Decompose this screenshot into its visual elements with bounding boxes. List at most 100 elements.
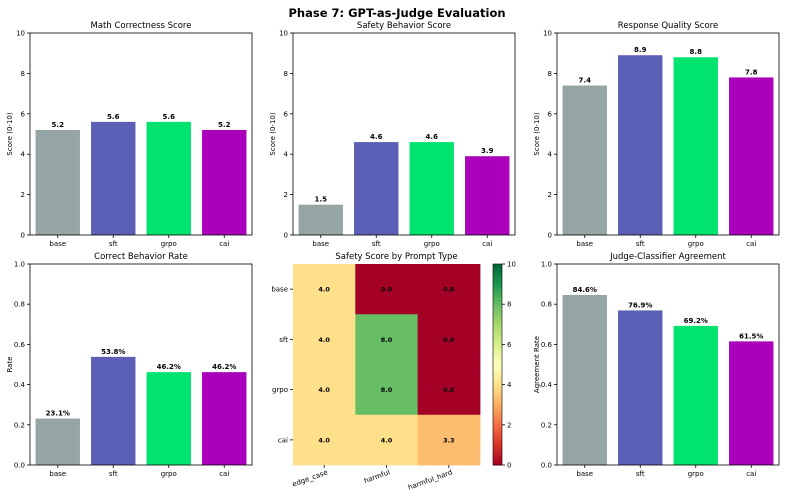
heatmap-cell-label: 3.3 [443,436,455,444]
chart-title: Correct Behavior Rate [94,252,188,262]
y-axis-label: Score (0-10) [6,112,14,155]
colorbar-segment [493,337,502,342]
bar-cai [465,156,510,235]
chart-panel-3: Correct Behavior Rate 0.0 0.2 0.4 0.6 0.8 1.0 R… [6,252,253,478]
x-tick-label: cai [482,240,492,248]
bar-cai [729,77,774,235]
colorbar-segment [493,334,502,339]
bar-cai [202,129,247,235]
bar-base [562,294,607,465]
chart-title: Safety Score by Prompt Type [335,252,457,262]
y-axis-label: Agreement Rate [533,336,541,393]
bar-sft [354,142,399,235]
bar-value-label: 8.9 [634,46,647,54]
heatmap-cell [293,364,356,416]
colorbar-tick-label: 0 [507,462,511,470]
colorbar-segment [493,434,502,439]
y-tick-label: 1.0 [541,261,552,269]
x-tick-label: grpo [688,240,704,248]
bar-base [298,204,343,235]
axes-frame [556,32,780,236]
y-tick-label: sft [279,336,288,344]
y-tick-label: 2 [21,191,25,199]
y-tick-label: 10 [543,30,552,38]
colorbar-segment [493,267,502,272]
y-axis-label: Score (0-10) [269,112,277,155]
colorbar-tick-label: 10 [507,261,516,269]
colorbar-segment [493,300,502,305]
colorbar-segment [493,367,502,372]
x-tick-label: base [312,240,329,248]
y-axis-label: Rate [6,356,14,372]
y-tick-label: 8 [21,70,25,78]
heatmap-cell-label: 0.0 [381,286,393,294]
colorbar-segment [493,277,502,282]
bar-base [35,129,80,235]
y-tick-label: 0.6 [541,341,553,349]
colorbar-segment [493,398,502,402]
colorbar-segment [493,294,502,298]
colorbar-tick-label: 6 [507,341,512,349]
colorbar-segment [493,404,502,409]
axes-frame [556,263,780,466]
colorbar-tick-label: 2 [507,421,511,429]
heatmap-cell [293,314,356,365]
colorbar-segment [493,448,502,453]
heatmap-cell [355,364,419,416]
colorbar-segment [493,451,502,456]
y-tick-label: 1.0 [14,261,25,269]
bar-value-label: 76.9% [628,301,652,309]
colorbar-segment [493,280,502,285]
bar-sft [618,310,663,465]
colorbar-segment [493,290,502,295]
colorbar-segment [493,421,502,426]
colorbar-segment [493,387,502,392]
colorbar-tick-label: 8 [507,301,511,309]
y-tick-label: 0.0 [541,462,552,470]
bar-value-label: 53.8% [101,348,125,356]
y-tick-label: grpo [272,386,288,394]
bar-value-label: 8.8 [690,48,703,56]
colorbar-segment [493,411,502,416]
heatmap-cell [355,414,419,466]
bar-value-label: 1.5 [315,196,328,204]
x-tick-label: sft [636,470,645,478]
colorbar-segment [493,408,502,412]
bar-grpo [146,372,191,465]
x-tick-label: cai [746,470,756,478]
heatmap-cell-label: 4.0 [318,386,330,394]
y-tick-label: 0.0 [14,462,25,470]
colorbar-segment [493,317,502,322]
heatmap-cell-label: 0.0 [443,286,455,294]
colorbar-segment [493,314,502,319]
colorbar-segment [493,361,502,365]
colorbar-segment [493,401,502,406]
y-tick-label: 0 [21,232,25,240]
colorbar-segment [493,287,502,292]
bar-grpo [673,57,718,235]
colorbar-segment [493,351,502,355]
bar-value-label: 46.2% [212,363,236,371]
colorbar-segment [493,320,502,325]
figure-title: Phase 7: GPT-as-Judge Evaluation [288,6,505,20]
bar-value-label: 7.4 [579,77,592,85]
bar-value-label: 84.6% [573,286,597,294]
bar-value-label: 4.6 [426,133,439,141]
heatmap-cell [417,414,481,466]
x-tick-label: harmful_hard [407,468,454,491]
y-tick-label: 0 [548,232,552,240]
axes-frame [292,32,516,236]
colorbar-segment [493,354,502,359]
colorbar-segment [493,357,502,362]
colorbar-segment [493,284,502,288]
x-tick-label: sft [636,240,645,248]
heatmap-cell-label: 4.0 [318,336,330,344]
bar-cai [202,372,247,465]
y-tick-label: 0.8 [14,301,25,309]
colorbar-segment [493,431,502,436]
heatmap-cell [417,314,481,365]
heatmap-cell [417,364,481,416]
bar-value-label: 7.8 [745,68,758,76]
colorbar-segment [493,381,502,386]
